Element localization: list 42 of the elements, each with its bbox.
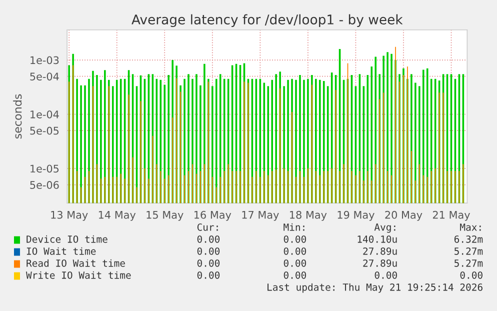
legend-label: Device IO time <box>26 235 108 243</box>
y-tick-label: 1e-05 <box>30 164 59 173</box>
legend-label: Write IO Wait time <box>26 271 131 279</box>
text: 0.00 <box>460 271 482 279</box>
x-tick-label: 15 May <box>146 211 184 221</box>
x-tick-label: 21 May <box>432 210 470 221</box>
text: Last update: Thu May 21 19:25:14 2026 <box>268 283 482 293</box>
text: 0.00 <box>197 247 220 255</box>
text: 0.00 <box>284 247 306 255</box>
legend-label: Read IO Wait time <box>26 259 125 267</box>
text: 140.10u <box>358 235 397 243</box>
x-tick-label: 16 May <box>194 210 232 221</box>
text: 5.27m <box>454 247 483 255</box>
y-axis-title: seconds <box>13 94 22 139</box>
text: 27.89u <box>363 247 397 255</box>
y-tick-label: 5e-05 <box>30 126 59 135</box>
text: Cur: <box>197 223 218 231</box>
x-tick-label: 19 May <box>338 210 374 221</box>
text: Avg: <box>374 224 396 233</box>
text: Min: <box>284 223 304 231</box>
y-tick-label: 1e-03 <box>30 56 59 64</box>
text: 0.00 <box>197 271 220 279</box>
y-tick-label: 5e-06 <box>30 181 59 189</box>
text: 5.27m <box>454 259 483 267</box>
x-tick-label: 17 May <box>242 211 279 221</box>
text: 0.00 <box>284 235 306 243</box>
text: 6.32m <box>454 235 483 243</box>
text: 0.00 <box>284 259 306 267</box>
text: 27.89u <box>363 259 397 267</box>
x-tick-label: 13 May <box>51 210 88 221</box>
text: 0.00 <box>374 271 397 279</box>
legend-label: IO Wait time <box>26 247 96 255</box>
y-tick-label: 1e-04 <box>30 110 59 118</box>
chart-title: Average latency for /dev/loop1 - by week <box>132 14 403 28</box>
x-tick-label: 18 May <box>290 210 327 221</box>
y-tick-label: 5e-04 <box>30 72 59 80</box>
text: 0.00 <box>197 259 220 267</box>
text: 0.00 <box>284 271 306 279</box>
x-tick-label: 14 May <box>98 211 136 221</box>
x-tick-label: 20 May <box>385 210 422 221</box>
text: Max: <box>460 224 481 231</box>
text: 0.00 <box>197 235 220 243</box>
